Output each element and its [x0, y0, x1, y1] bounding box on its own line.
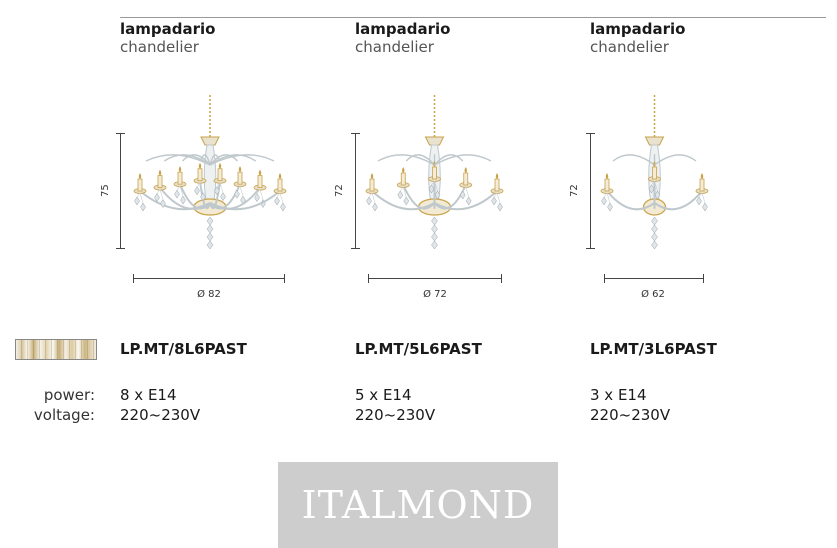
- product-column-3: lampadario chandelier LP.MT/3L6PAST 3 x …: [590, 0, 820, 440]
- product-code: LP.MT/5L6PAST: [355, 340, 482, 358]
- product-code: LP.MT/8L6PAST: [120, 340, 247, 358]
- height-dimension-line: [351, 133, 360, 249]
- chandelier-3-arms-image: [600, 95, 709, 250]
- power-value: 3 x E14: [590, 386, 647, 404]
- brand-logo-text: ITALMOND: [301, 483, 535, 527]
- diameter-dimension-label: Ø 62: [641, 289, 665, 300]
- product-subtitle: chandelier: [120, 38, 199, 56]
- power-value: 8 x E14: [120, 386, 177, 404]
- voltage-value: 220~230V: [590, 406, 671, 424]
- voltage-value: 220~230V: [355, 406, 436, 424]
- diameter-dimension-label: Ø 82: [197, 289, 221, 300]
- height-dimension-label: 72: [334, 184, 345, 197]
- voltage-label: voltage:: [33, 406, 95, 424]
- product-title: lampadario: [355, 20, 451, 38]
- top-rule: [120, 17, 826, 18]
- product-title: lampadario: [590, 20, 686, 38]
- brand-logo: ITALMOND: [278, 462, 558, 548]
- diameter-dimension-line: [133, 274, 285, 283]
- power-label: power:: [43, 386, 95, 404]
- product-code: LP.MT/3L6PAST: [590, 340, 717, 358]
- finish-swatch: [15, 339, 97, 360]
- height-dimension-label: 72: [569, 184, 580, 197]
- product-column-1: lampadario chandelier LP.MT/8L6PAST 8 x …: [120, 0, 350, 440]
- power-value: 5 x E14: [355, 386, 412, 404]
- height-dimension-line: [116, 133, 125, 249]
- chandelier-5-arms-image: [365, 95, 504, 250]
- product-title: lampadario: [120, 20, 216, 38]
- product-subtitle: chandelier: [355, 38, 434, 56]
- height-dimension-line: [586, 133, 595, 249]
- height-dimension-label: 75: [100, 184, 111, 197]
- product-subtitle: chandelier: [590, 38, 669, 56]
- product-column-2: lampadario chandelier LP.MT/5L6PAST 5 x …: [355, 0, 585, 440]
- voltage-value: 220~230V: [120, 406, 201, 424]
- chandelier-8-arms-image: [133, 95, 287, 250]
- diameter-dimension-label: Ø 72: [423, 289, 447, 300]
- diameter-dimension-line: [368, 274, 502, 283]
- diameter-dimension-line: [604, 274, 704, 283]
